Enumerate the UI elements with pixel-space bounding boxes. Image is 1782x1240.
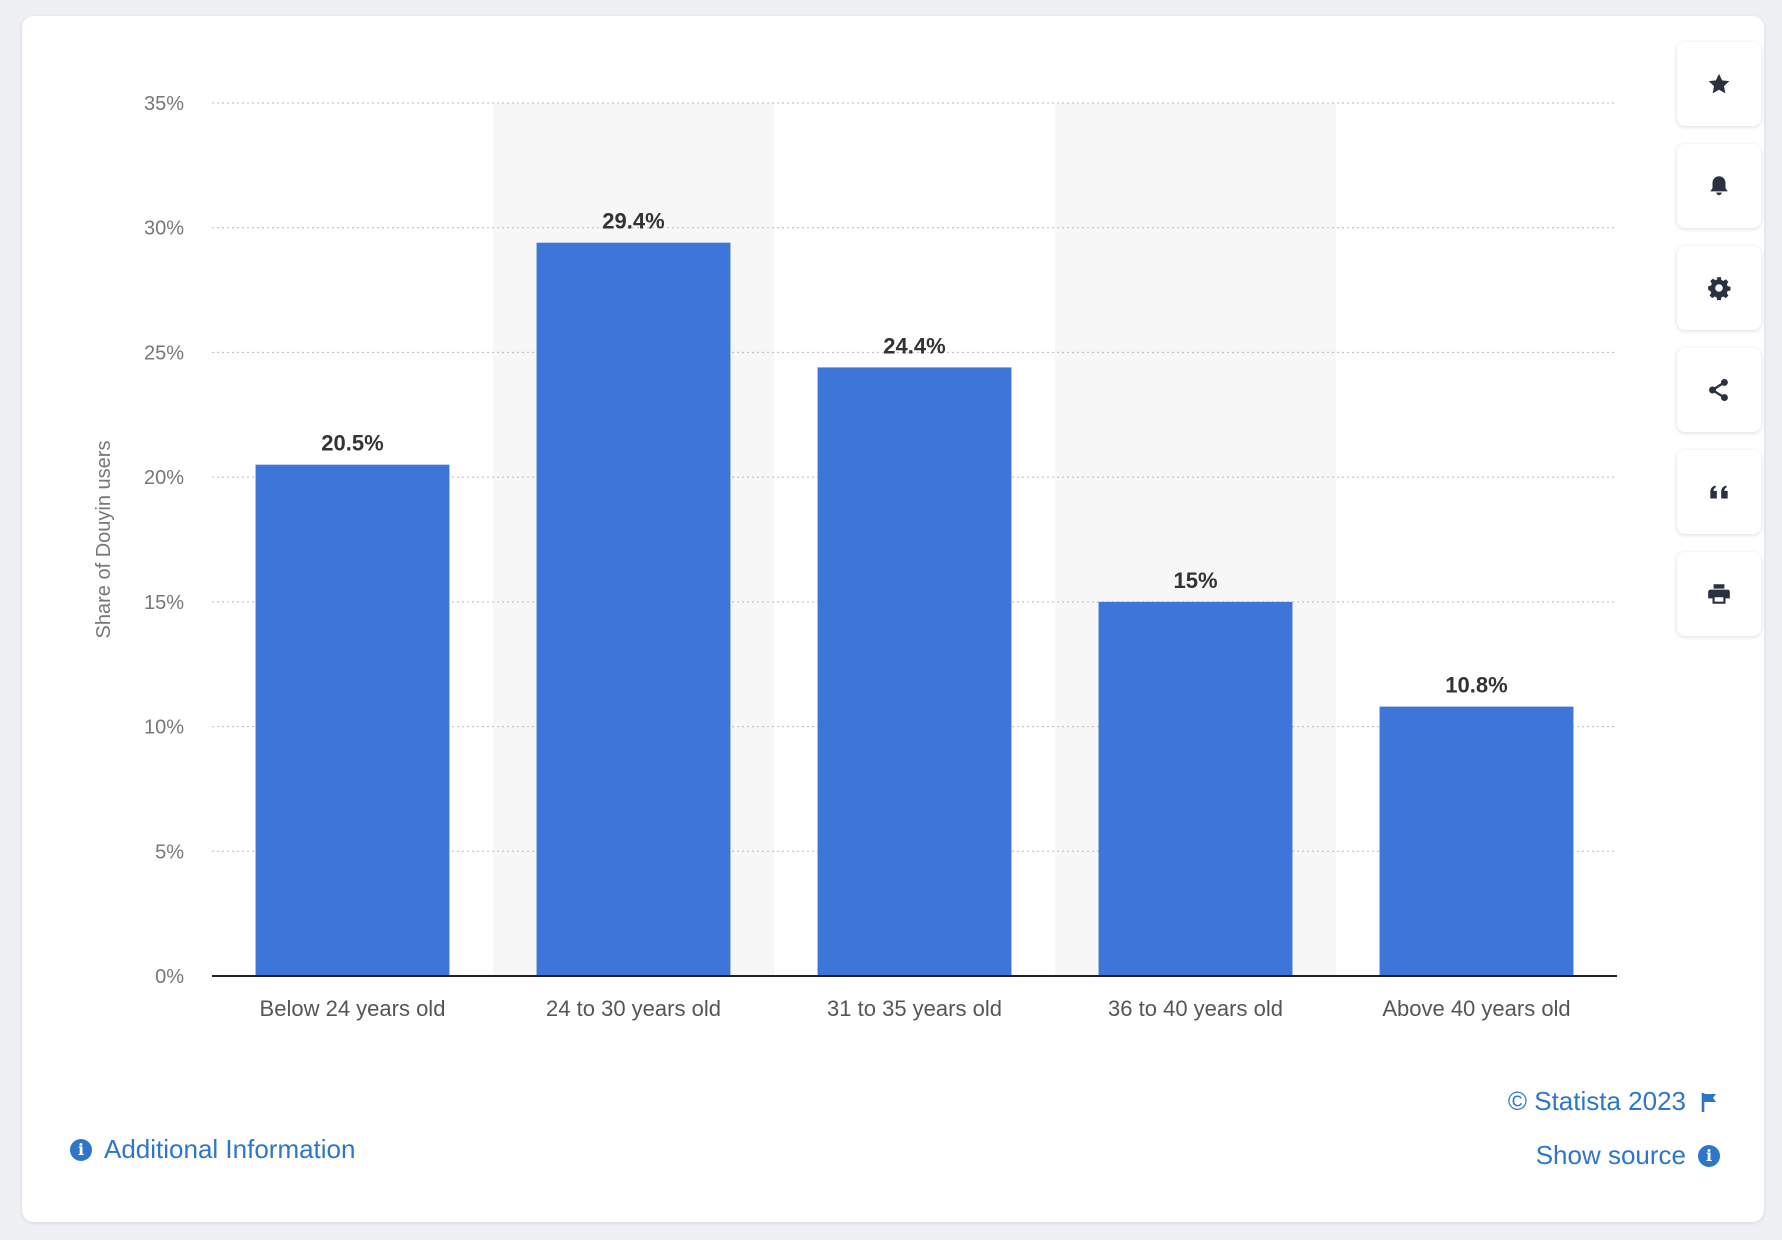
bar-value-label: 20.5% [321,431,383,456]
share-icon [1709,378,1728,402]
notification-button[interactable] [1677,144,1761,228]
info-icon: i [70,1138,92,1161]
x-tick-label: 36 to 40 years old [1108,996,1283,1021]
y-tick-label: 0% [155,966,184,988]
y-tick-label: 20% [144,467,184,489]
bar-value-label: 10.8% [1445,673,1507,698]
bar[interactable] [1379,706,1574,976]
additional-information-label: Additional Information [104,1134,356,1164]
bar-value-label: 24.4% [883,333,945,358]
bar-value-label: 29.4% [602,209,664,234]
y-tick-label: 15% [144,592,184,614]
favorite-button[interactable] [1677,42,1761,126]
x-tick-label: 31 to 35 years old [827,996,1002,1021]
statista-copyright-link[interactable]: © Statista 2023 [1508,1086,1720,1117]
bar[interactable] [817,367,1012,976]
quote-icon [1710,485,1728,499]
y-tick-label: 35% [144,93,184,115]
y-axis-label: Share of Douyin users [93,441,115,639]
y-tick-label: 30% [144,218,184,240]
bar-chart: 0% 5% 10% 15% 20% 25% 30% 35% 20.5% 29.4% 24.4% 15… [93,93,1617,1021]
show-source-label: Show source [1535,1140,1686,1170]
bar[interactable] [536,242,731,976]
print-icon [1708,584,1730,604]
print-button[interactable] [1677,552,1761,636]
bar[interactable] [255,464,450,976]
y-tick-label: 5% [155,841,184,863]
settings-button[interactable] [1677,246,1761,330]
star-icon [1708,73,1730,94]
x-tick-label: Below 24 years old [260,996,446,1021]
additional-information-link[interactable]: i Additional Information [70,1134,355,1165]
flag-icon [1701,1092,1716,1112]
cite-button[interactable] [1677,450,1761,534]
y-tick-label: 25% [144,342,184,364]
bell-icon [1710,176,1728,196]
gear-icon [1708,277,1731,301]
chart-card: 0% 5% 10% 15% 20% 25% 30% 35% 20.5% 29.4% 24.4% 15… [22,16,1764,1222]
y-tick-label: 10% [144,717,184,739]
info-icon: i [1698,1144,1720,1167]
x-tick-label: 24 to 30 years old [546,996,721,1021]
copyright-label: © Statista 2023 [1507,1086,1686,1116]
x-tick-label: Above 40 years old [1382,996,1570,1021]
show-source-link[interactable]: Show source i [1536,1140,1720,1171]
bar[interactable] [1098,601,1293,976]
share-button[interactable] [1677,348,1761,432]
bar-value-label: 15% [1173,568,1217,593]
